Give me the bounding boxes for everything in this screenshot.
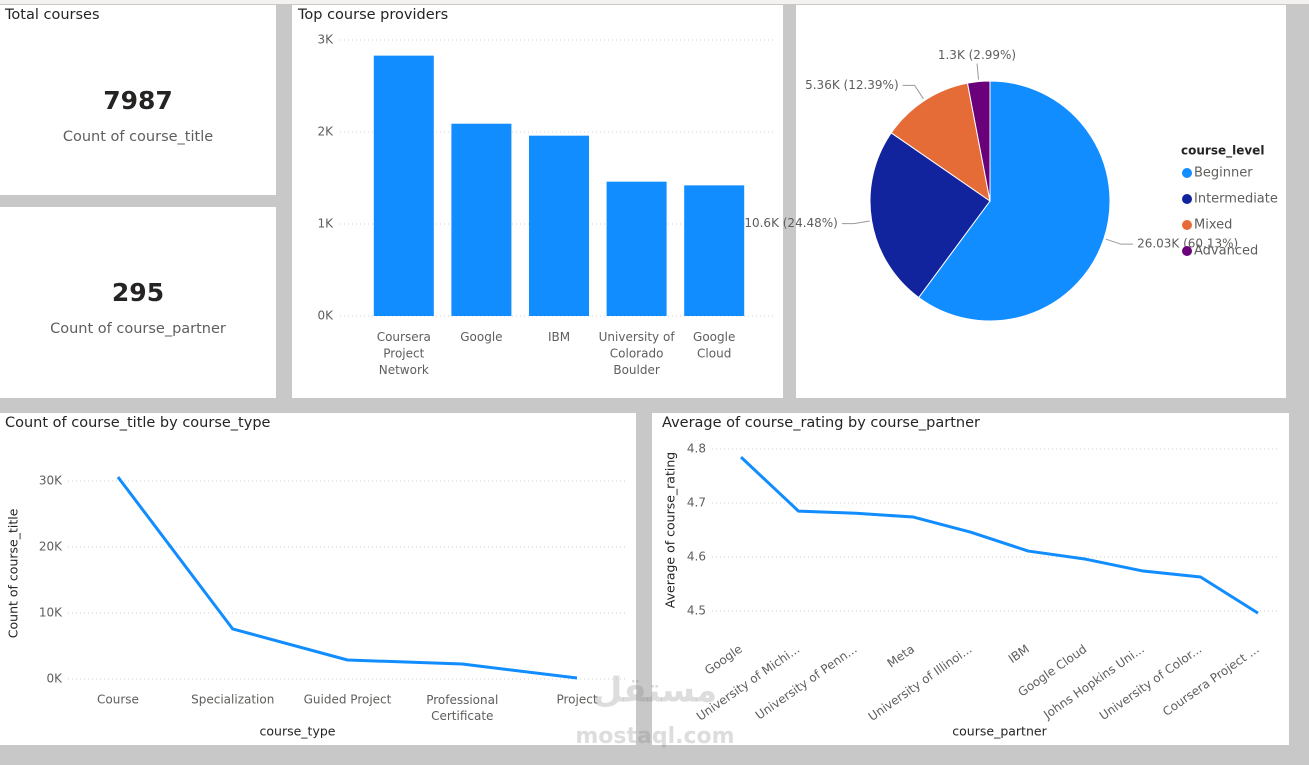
- leader-line: [976, 63, 980, 80]
- card-label: Count of course_title: [63, 129, 213, 145]
- y-tick-label: 0K: [317, 309, 334, 323]
- bar: [529, 135, 589, 316]
- data-label: 1.3K (2.99%): [938, 48, 1016, 62]
- chart-panel: [0, 413, 636, 745]
- y-tick-label: 10K: [39, 606, 63, 620]
- legend-title: course_level: [1181, 144, 1264, 159]
- card-panel: [0, 207, 276, 398]
- legend-label: Advanced: [1194, 244, 1258, 259]
- data-label: 5.36K (12.39%): [805, 78, 899, 92]
- label-line: Professional: [426, 693, 498, 707]
- y-tick-label: 20K: [39, 540, 63, 554]
- leader-line: [1105, 238, 1134, 245]
- y-tick-label: 4.6: [687, 550, 706, 564]
- card-value: 295: [112, 278, 164, 307]
- pie-slice: [917, 80, 1111, 322]
- line: [739, 456, 1259, 615]
- x-tick-label: Professional Certificate: [426, 693, 498, 723]
- card-panel: [0, 5, 276, 195]
- line: [116, 476, 578, 680]
- label-line: Google: [693, 330, 735, 344]
- chart-title: Average of course_rating by course_partn…: [662, 415, 980, 431]
- bar: [606, 181, 667, 316]
- watermark: mostaql.com: [575, 724, 734, 749]
- y-tick-label: 3K: [317, 33, 334, 47]
- pie-slice: [890, 82, 991, 203]
- y-tick-label: 30K: [39, 474, 63, 488]
- legend-swatch: [1182, 220, 1192, 230]
- x-tick-label: Guided Project: [304, 693, 392, 707]
- label-line: IBM: [548, 330, 570, 344]
- y-tick-label: 4.5: [687, 604, 706, 618]
- label-line: University of: [599, 330, 676, 344]
- x-tick-label: Specialization: [191, 693, 274, 707]
- data-label: 26.03K (60.13%): [1137, 237, 1238, 251]
- legend-swatch: [1182, 194, 1192, 204]
- bar: [451, 123, 512, 316]
- y-axis-title: Average of course_rating: [663, 452, 678, 608]
- card-value: 7987: [103, 86, 173, 115]
- y-tick-label: 0K: [46, 672, 63, 686]
- pie-slice: [966, 80, 991, 202]
- label-line: Google: [460, 330, 502, 344]
- chart-title: Top course providers: [297, 7, 448, 23]
- x-tick-label: Course: [97, 693, 139, 707]
- ribbon: [0, 0, 1309, 4]
- card-title: Total courses: [4, 7, 100, 23]
- label-line: Colorado: [610, 346, 664, 360]
- chart-title: Count of course_title by course_type: [5, 415, 271, 431]
- label-line: Project: [383, 346, 424, 360]
- label-line: Cloud: [697, 346, 731, 360]
- legend-label: Mixed: [1194, 218, 1232, 233]
- legend-label: Beginner: [1194, 166, 1253, 181]
- y-tick-label: 2K: [317, 125, 334, 139]
- legend-label: Intermediate: [1194, 192, 1278, 207]
- leader-line: [902, 84, 924, 100]
- x-tick-label: Project: [556, 693, 597, 707]
- chart-panel: [652, 413, 1289, 745]
- label-line: Network: [379, 363, 429, 377]
- label-line: Boulder: [613, 363, 660, 377]
- legend-swatch: [1182, 168, 1192, 178]
- label-line: Certificate: [431, 709, 493, 723]
- legend-swatch: [1182, 246, 1192, 256]
- y-tick-label: 1K: [317, 217, 334, 231]
- x-tick-label: Google Cloud: [693, 330, 735, 361]
- leader-line: [841, 220, 870, 225]
- y-tick-label: 4.7: [687, 496, 706, 510]
- x-tick-label: University of Colorado Boulder: [599, 330, 676, 377]
- y-axis-title: Count of course_title: [6, 508, 21, 638]
- y-tick-label: 4.8: [687, 442, 706, 456]
- pie-slice: [869, 132, 991, 299]
- x-axis-title: course_partner: [952, 724, 1047, 739]
- x-tick-label: IBM: [548, 330, 570, 344]
- watermark: مستقل: [593, 671, 717, 711]
- card-label: Count of course_partner: [50, 321, 226, 337]
- x-axis-title: course_type: [260, 724, 336, 739]
- x-tick-label: Coursera Project Network: [377, 330, 431, 377]
- bar: [684, 185, 745, 316]
- label-line: Coursera: [377, 330, 431, 344]
- bar: [373, 55, 434, 316]
- x-tick-label: Google: [460, 330, 502, 344]
- data-label: 10.6K (24.48%): [744, 216, 838, 230]
